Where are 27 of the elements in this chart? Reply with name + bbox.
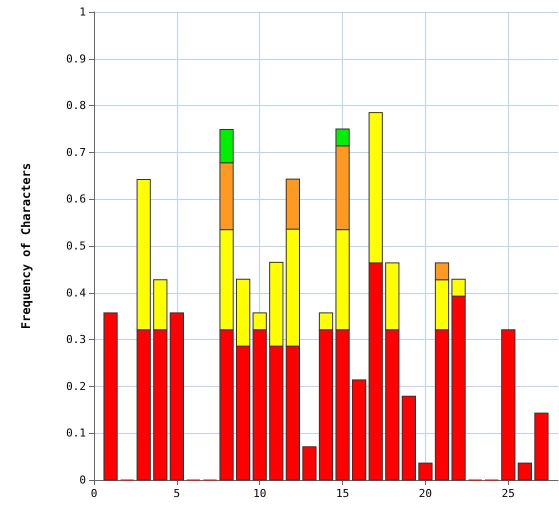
y-tick-label: 0.9 [66, 52, 86, 66]
x-tick-label: 10 [253, 487, 266, 500]
bar [170, 312, 184, 480]
bar [501, 329, 516, 480]
bar [534, 412, 549, 480]
y-tick-label: 0.2 [66, 380, 86, 393]
x-tick-label: 25 [502, 487, 515, 500]
y-tick-label: 0.5 [66, 240, 86, 252]
y-tick-label: 0.8 [66, 99, 86, 112]
y-tick-label: 0.4 [66, 286, 86, 300]
y-tick-label: 0.6 [66, 192, 86, 206]
y-tick-label: 0 [79, 474, 86, 486]
bar [518, 462, 532, 480]
y-axis-title: Frequency of Characters [19, 162, 33, 330]
bar [103, 312, 118, 480]
bar [352, 379, 366, 480]
bar [302, 446, 317, 480]
x-tick-label: 15 [336, 487, 350, 500]
y-tick-label: 0.1 [66, 426, 86, 440]
y-tick-label: 0.7 [66, 146, 86, 159]
x-tick-label: 0 [90, 487, 98, 500]
bar [418, 462, 433, 480]
y-tick-label: 1 [79, 6, 86, 18]
x-tick-label: 20 [418, 487, 432, 500]
y-tick-label: 0.3 [66, 333, 86, 346]
bar [402, 396, 416, 480]
x-tick-label: 5 [174, 487, 180, 500]
